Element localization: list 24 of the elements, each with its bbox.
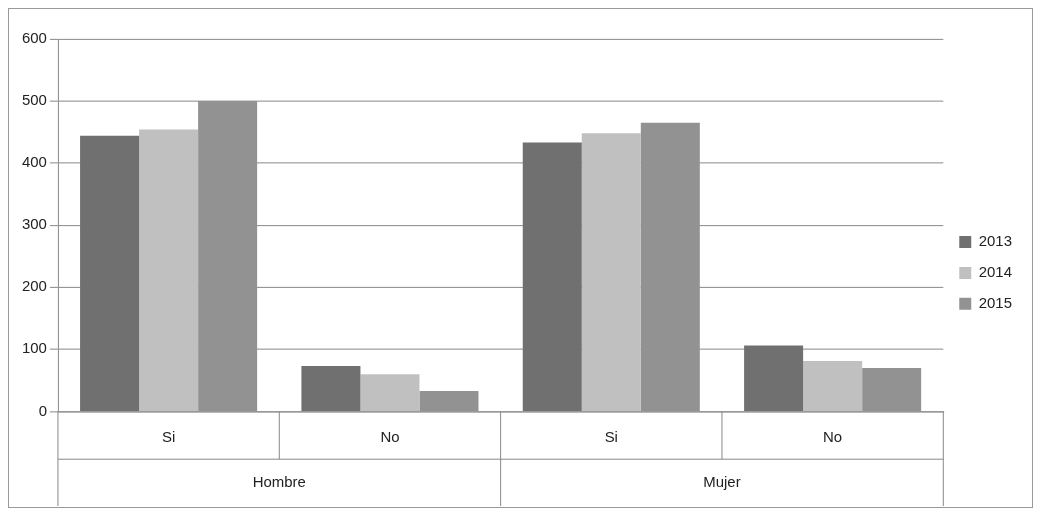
y-tick-label: 400 — [21, 153, 47, 171]
legend-label: 2013 — [978, 232, 1012, 250]
y-tick-label: 600 — [21, 29, 47, 46]
text: Mujer — [703, 473, 741, 491]
bar — [522, 142, 582, 411]
x-tick-label: No — [380, 428, 400, 446]
bar — [301, 366, 361, 411]
y-tick-label: 500 — [21, 91, 47, 109]
x-tick-label: Si — [161, 428, 176, 446]
y-tick-label: 0 — [38, 401, 47, 419]
text: Hombre — [252, 473, 306, 491]
bar — [803, 361, 863, 411]
x-tick-label: No — [823, 428, 843, 446]
y-tick-label: 300 — [21, 215, 47, 233]
bar — [80, 135, 140, 411]
y-tick-label: 100 — [21, 339, 47, 357]
legend-label: 2014 — [978, 263, 1012, 281]
legend-label: 2015 — [978, 293, 1012, 311]
x-tick-label: Si — [604, 428, 618, 446]
bar — [139, 129, 199, 411]
bar — [744, 345, 804, 411]
bar — [581, 133, 641, 411]
y-tick-label: 200 — [21, 277, 47, 295]
bar — [360, 374, 420, 411]
